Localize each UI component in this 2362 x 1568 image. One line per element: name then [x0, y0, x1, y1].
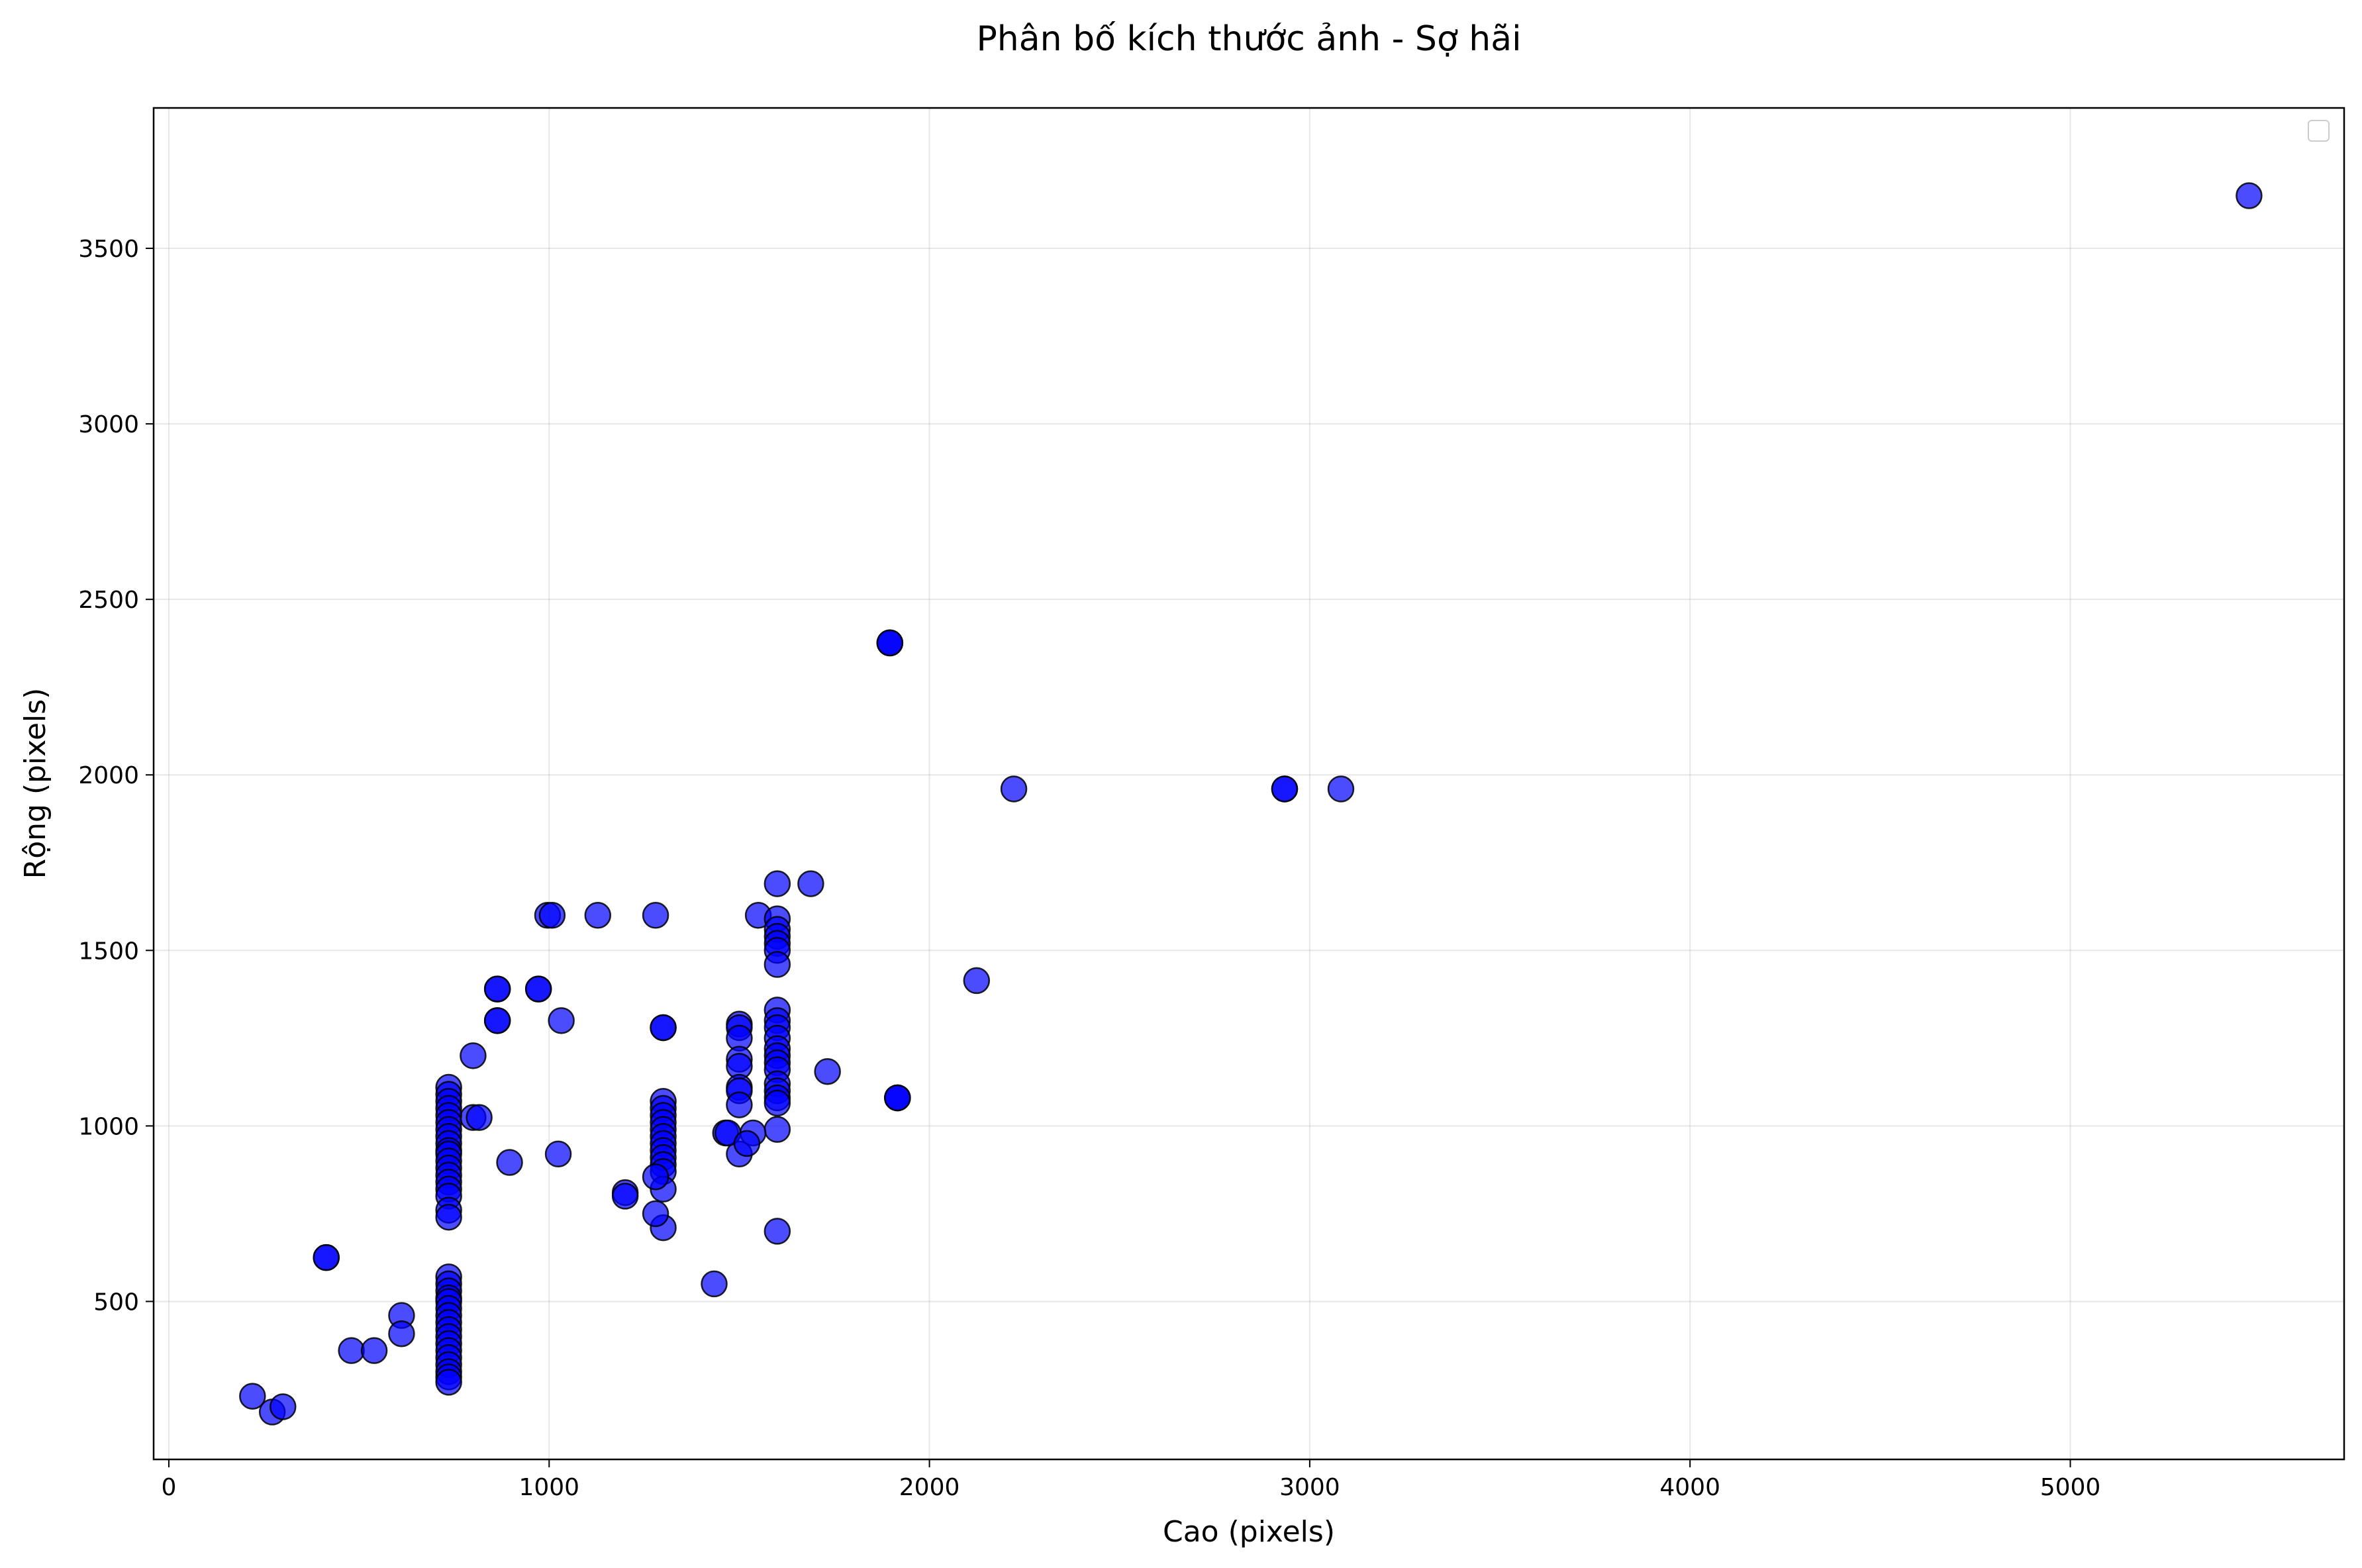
data-point	[884, 1084, 911, 1112]
x-tick-label: 5000	[2040, 1474, 2101, 1501]
x-tick-label: 1000	[518, 1474, 579, 1501]
y-tick-label: 1500	[78, 938, 139, 965]
y-tick-label: 500	[93, 1289, 139, 1316]
data-point	[650, 1014, 677, 1042]
data-point	[584, 902, 612, 929]
x-tick-label: 3000	[1279, 1474, 1340, 1501]
data-point	[763, 1089, 791, 1117]
data-point	[313, 1244, 340, 1271]
data-point	[524, 975, 552, 1003]
data-point	[763, 951, 791, 978]
data-point	[239, 1383, 266, 1410]
data-point	[763, 870, 791, 897]
data-point	[548, 1007, 575, 1034]
data-point	[1271, 775, 1299, 803]
y-tick-label: 3000	[78, 411, 139, 438]
data-point	[435, 1203, 462, 1231]
data-point	[1000, 775, 1028, 803]
data-point	[388, 1320, 415, 1348]
data-point	[360, 1337, 388, 1364]
data-point	[435, 1369, 462, 1396]
data-point	[726, 1091, 753, 1118]
x-tick-label: 4000	[1659, 1474, 1720, 1501]
x-axis-label: Cao (pixels)	[1163, 1515, 1335, 1549]
data-point	[814, 1057, 841, 1085]
data-point	[642, 902, 669, 929]
data-point	[876, 629, 904, 657]
y-tick-label: 3500	[78, 236, 139, 263]
data-point	[270, 1393, 297, 1420]
data-point	[963, 967, 991, 995]
data-point	[496, 1149, 523, 1176]
y-axis-label: Rộng (pixels)	[19, 688, 52, 879]
data-point	[460, 1042, 487, 1069]
data-point	[763, 1218, 791, 1245]
data-point	[763, 1116, 791, 1143]
data-point	[733, 1130, 761, 1157]
y-tick-label: 2500	[78, 587, 139, 614]
y-tick-label: 1000	[78, 1113, 139, 1140]
data-point	[544, 1140, 572, 1168]
data-point	[797, 870, 824, 897]
data-points	[239, 182, 2263, 1426]
plot-area-frame	[152, 107, 2345, 1461]
x-tick-label: 2000	[899, 1474, 960, 1501]
x-tick-label: 0	[162, 1474, 177, 1501]
data-point	[2236, 182, 2263, 209]
data-point	[642, 1200, 669, 1228]
data-point	[611, 1183, 639, 1210]
data-point	[466, 1104, 493, 1131]
data-point	[483, 1007, 511, 1034]
data-point	[338, 1337, 365, 1364]
grid	[154, 108, 2344, 1459]
data-point	[483, 975, 511, 1003]
legend-box	[2308, 120, 2330, 142]
chart-title: Phân bố kích thước ảnh - Sợ hãi	[976, 19, 1521, 59]
data-point	[1327, 775, 1355, 803]
y-axis-ticks: 500 1000 1500 2000 2500 3000 3500	[78, 236, 154, 1316]
y-tick-label: 2000	[78, 762, 139, 789]
data-point	[701, 1270, 728, 1298]
data-point	[538, 902, 566, 929]
x-axis-ticks: 0 1000 2000 3000 4000 5000	[162, 1459, 2101, 1501]
data-point	[642, 1163, 669, 1191]
